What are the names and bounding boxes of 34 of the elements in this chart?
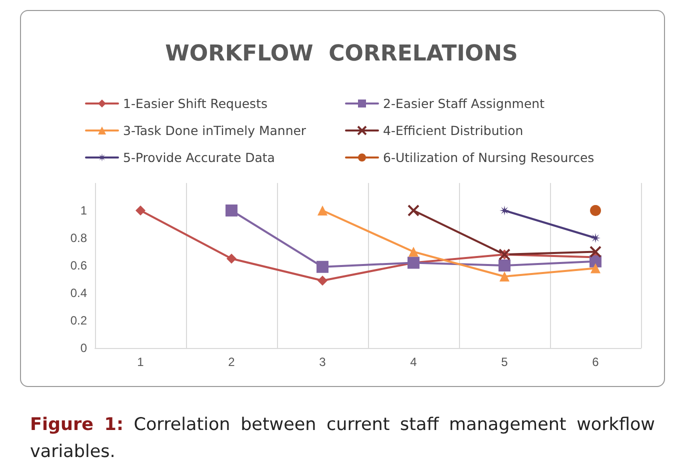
legend-label: 5-Provide Accurate Data: [123, 150, 275, 165]
y-tick-label: 1: [80, 204, 88, 218]
chart-title: WORKFLOW CORRELATIONS: [165, 42, 518, 66]
legend-label: 4-Efficient Distribution: [383, 123, 524, 138]
x-tick-label: 6: [592, 355, 600, 369]
x-tick-label: 1: [137, 355, 144, 369]
point: [318, 276, 328, 286]
point: [408, 246, 418, 257]
point: [226, 254, 236, 264]
point: [590, 263, 600, 274]
legend-label: 2-Easier Staff Assignment: [383, 96, 545, 111]
point: [500, 206, 510, 216]
caption: Figure 1: Correlation between current staff management workflow variables.: [30, 414, 655, 464]
point: [316, 260, 328, 273]
point: [318, 206, 328, 216]
legend-label: 3-Task Done inTimely Manner: [123, 123, 307, 138]
point: [408, 204, 420, 216]
point: [498, 260, 510, 272]
x-tick-label: 5: [501, 355, 508, 369]
y-tick-label: 0.4: [70, 286, 88, 300]
legend-label: 6-Utilization of Nursing Resources: [383, 150, 594, 165]
point: [590, 233, 600, 243]
x-tick-label: 3: [319, 355, 326, 369]
x-tick-label: 4: [410, 355, 418, 369]
point: [500, 272, 510, 282]
y-tick-label: 0.6: [70, 258, 88, 272]
x-tick-label: 2: [228, 355, 236, 369]
point: [226, 204, 238, 216]
y-tick-label: 0.8: [70, 231, 88, 245]
legend-label: 1-Easier Shift Requests: [123, 96, 268, 111]
y-tick-label: 0: [80, 341, 88, 355]
point: [136, 206, 146, 216]
point: [590, 205, 601, 216]
y-tick-label: 0.2: [70, 314, 88, 328]
